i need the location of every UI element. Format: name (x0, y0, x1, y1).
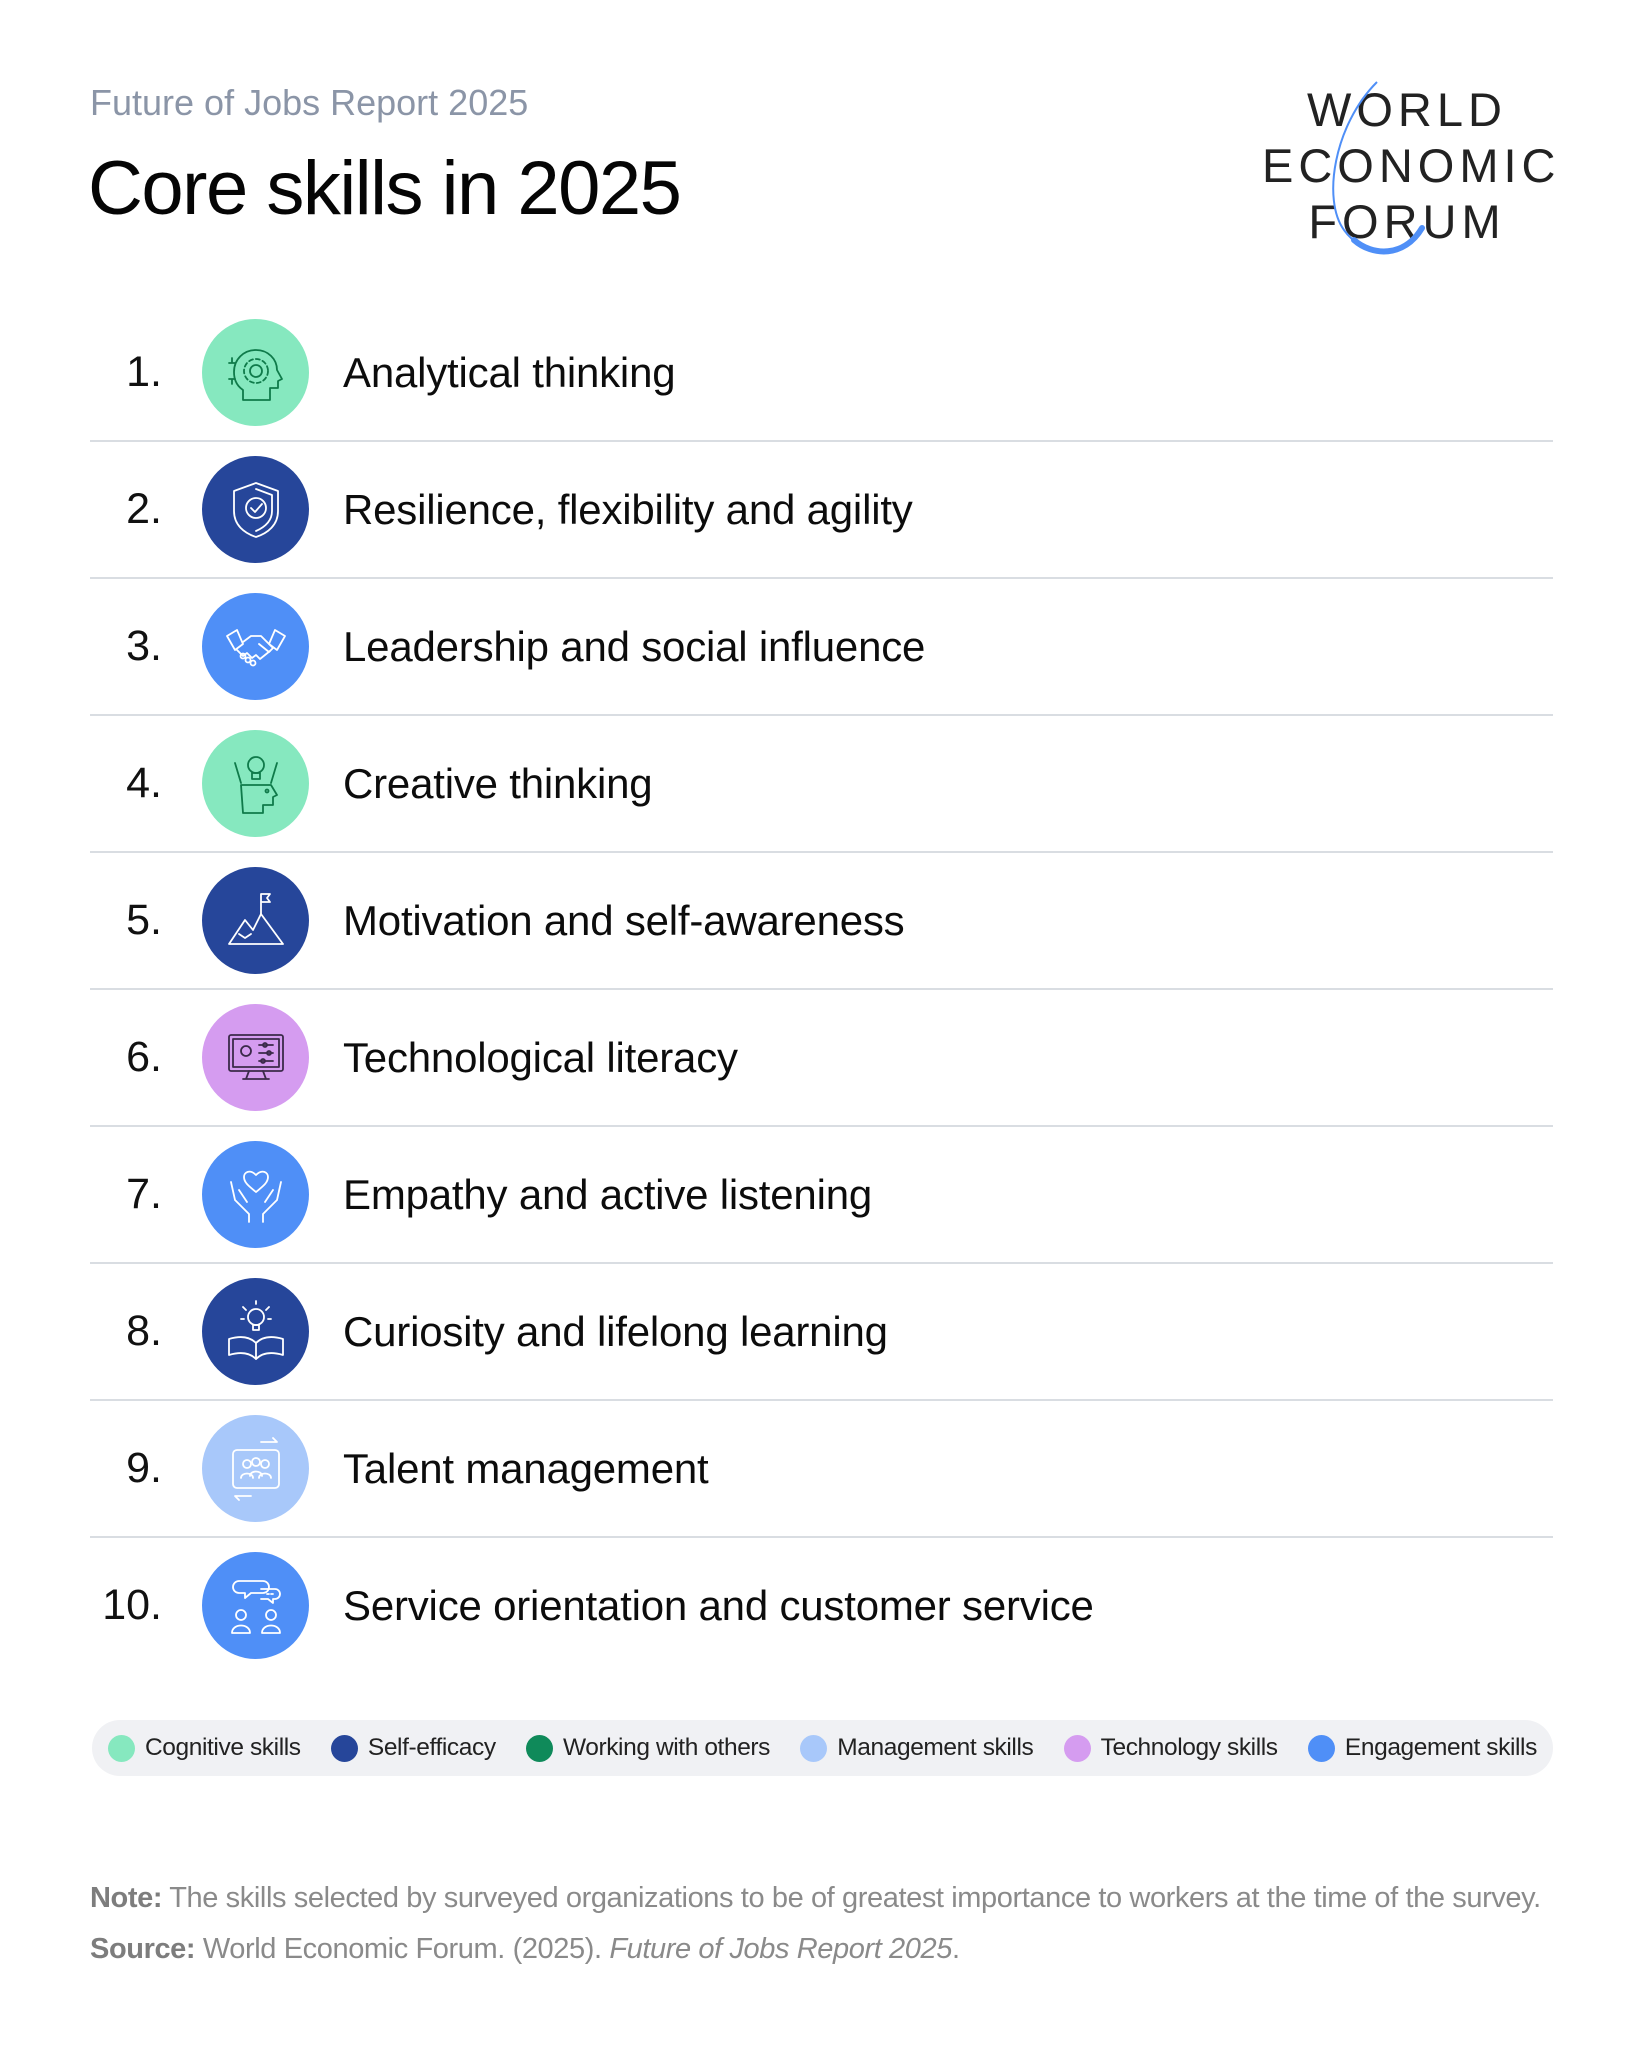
source-label: Source: (90, 1933, 196, 1965)
skill-label: Technological literacy (343, 1034, 738, 1081)
legend-item-technology: Technology skills (1063, 1734, 1278, 1762)
legend-label: Technology skills (1100, 1734, 1278, 1761)
skill-row: 1. Analytical thinking (90, 305, 1553, 442)
legend-dot-icon (1307, 1734, 1335, 1762)
team-rotate-icon (202, 1415, 309, 1522)
skill-row: 8. Curiosity and lifelong learning (90, 1264, 1553, 1401)
monitor-settings-icon (202, 1004, 309, 1111)
source-title: Future of Jobs Report 2025 (609, 1933, 952, 1965)
category-legend: Cognitive skills Self-efficacy Working wit… (92, 1720, 1553, 1776)
legend-dot-icon (108, 1734, 135, 1762)
head-lightbulb-icon (202, 730, 309, 837)
legend-label: Cognitive skills (145, 1734, 301, 1761)
skill-row: 4. Creative thinking (90, 716, 1553, 853)
legend-dot-icon (525, 1734, 553, 1762)
legend-item-working: Working with others (525, 1734, 771, 1762)
skill-label: Motivation and self-awareness (343, 897, 905, 944)
skill-label: Analytical thinking (343, 349, 676, 396)
skill-rank: 4. (126, 759, 162, 807)
legend-label: Working with others (562, 1734, 771, 1761)
legend-label: Engagement skills (1344, 1734, 1537, 1761)
legend-dot-icon (800, 1734, 828, 1762)
skill-row: 2. Resilience, flexibility and agility (90, 442, 1553, 579)
skill-rank: 9. (126, 1444, 162, 1492)
skill-row: 7. Empathy and active listening (90, 1127, 1553, 1264)
skill-rank: 6. (126, 1033, 162, 1081)
skill-label: Leadership and social influence (343, 623, 926, 670)
logo-line-1: WORLD (1307, 83, 1507, 136)
skill-rank: 3. (126, 622, 162, 670)
skill-row: 6. Technological literacy (90, 990, 1553, 1127)
legend-item-engagement: Engagement skills (1307, 1734, 1537, 1762)
source: Source: World Economic Forum. (2025). Fu… (90, 1933, 960, 1966)
logo-line-2: ECONOMIC (1262, 139, 1561, 192)
skill-rank: 7. (126, 1170, 162, 1218)
skill-label: Empathy and active listening (343, 1171, 873, 1218)
handshake-icon (202, 593, 309, 700)
skill-rank: 5. (126, 896, 162, 944)
wef-logo: WORLD ECONOMIC FORUM (1262, 80, 1562, 260)
skill-label: Curiosity and lifelong learning (343, 1308, 888, 1355)
source-end: . (951, 1933, 960, 1965)
skill-rank: 1. (126, 348, 162, 396)
people-chat-icon (202, 1552, 309, 1659)
legend-label: Management skills (837, 1734, 1034, 1761)
skill-label: Creative thinking (343, 760, 653, 807)
skill-row: 9. Talent management (90, 1401, 1553, 1538)
legend-dot-icon (330, 1734, 358, 1762)
page-title: Core skills in 2025 (88, 146, 682, 231)
mountain-flag-icon (202, 867, 309, 974)
note-label: Note: (90, 1882, 163, 1914)
skill-rank: 2. (126, 485, 162, 533)
shield-check-icon (202, 456, 309, 563)
hands-heart-icon (202, 1141, 309, 1248)
skill-row: 3. Leadership and social influence (90, 579, 1553, 716)
report-subtitle: Future of Jobs Report 2025 (90, 82, 529, 123)
logo-arc-icon (1332, 81, 1425, 255)
skill-label: Talent management (343, 1445, 709, 1492)
skill-label: Resilience, flexibility and agility (343, 486, 913, 533)
note-text: The skills selected by surveyed organiza… (162, 1882, 1541, 1914)
logo-line-3: FORUM (1308, 195, 1506, 248)
legend-item-cognitive: Cognitive skills (108, 1734, 301, 1762)
note: Note: The skills selected by surveyed or… (90, 1882, 1541, 1915)
skill-row: 10. Service orientation and customer serv… (90, 1538, 1553, 1673)
skill-rank: 10. (102, 1581, 162, 1629)
source-text: World Economic Forum. (2025). (195, 1933, 610, 1965)
skills-list: 1. Analytical thinking 2. Resilience, flexi… (90, 305, 1553, 1673)
book-lightbulb-icon (202, 1278, 309, 1385)
legend-item-management: Management skills (800, 1734, 1034, 1762)
skill-row: 5. Motivation and self-awareness (90, 853, 1553, 990)
legend-dot-icon (1063, 1734, 1091, 1762)
skill-rank: 8. (126, 1307, 162, 1355)
legend-item-self-efficacy: Self-efficacy (330, 1734, 496, 1762)
head-gear-icon (202, 319, 309, 426)
skill-label: Service orientation and customer service (343, 1582, 1094, 1629)
legend-label: Self-efficacy (367, 1734, 496, 1761)
